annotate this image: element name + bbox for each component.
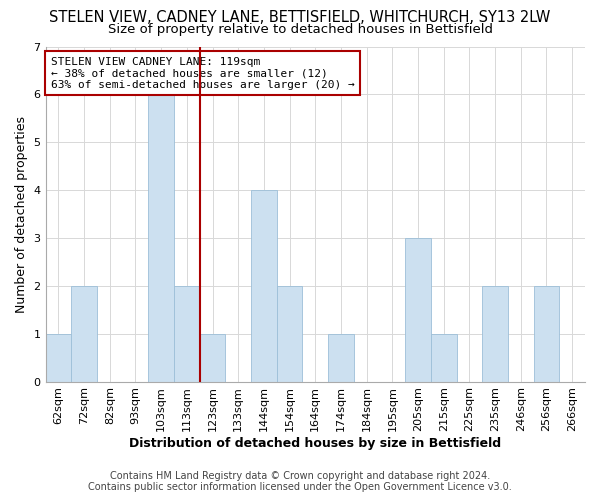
Bar [251,190,277,382]
Text: Contains HM Land Registry data © Crown copyright and database right 2024.
Contai: Contains HM Land Registry data © Crown c… [88,471,512,492]
Bar [200,334,226,382]
Bar [328,334,354,382]
Text: Size of property relative to detached houses in Bettisfield: Size of property relative to detached ho… [107,22,493,36]
Y-axis label: Number of detached properties: Number of detached properties [15,116,28,312]
Bar [71,286,97,382]
Bar [405,238,431,382]
X-axis label: Distribution of detached houses by size in Bettisfield: Distribution of detached houses by size … [129,437,502,450]
Bar [148,94,174,382]
Bar [277,286,302,382]
Text: STELEN VIEW, CADNEY LANE, BETTISFIELD, WHITCHURCH, SY13 2LW: STELEN VIEW, CADNEY LANE, BETTISFIELD, W… [49,10,551,25]
Bar [482,286,508,382]
Bar [174,286,200,382]
Bar [431,334,457,382]
Bar [46,334,71,382]
Bar [533,286,559,382]
Text: STELEN VIEW CADNEY LANE: 119sqm
← 38% of detached houses are smaller (12)
63% of: STELEN VIEW CADNEY LANE: 119sqm ← 38% of… [51,56,355,90]
